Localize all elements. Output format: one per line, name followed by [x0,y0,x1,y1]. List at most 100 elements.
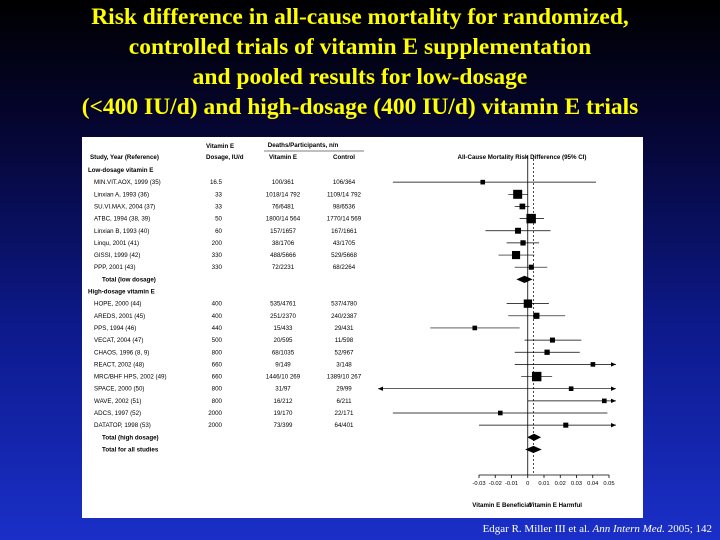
point-estimate [528,264,534,270]
total-label: Total (high dosage) [102,434,159,441]
ci-arrow-right [611,422,616,428]
study-label: WAVE, 2002 (51) [94,398,141,405]
forest-plot-panel: Study, Year (Reference) Vitamin E Dosage… [82,137,643,518]
ci-arrow-right [611,386,616,391]
x-axis: -0.03 -0.02 -0.01 0 0.01 0.02 0.03 0.04 0.05 [472,474,615,487]
control-deaths: 22/171 [335,410,354,417]
vitamin-e-deaths: 488/5666 [270,252,296,259]
control-deaths: 6/211 [336,398,352,405]
vitamin-e-deaths: 16/212 [274,398,293,405]
citation-journal: Ann Intern Med. [592,523,665,535]
x-tick-label: -0.01 [505,481,518,487]
point-estimate [549,337,555,343]
study-label: ATBC, 1994 (38, 39) [94,216,150,223]
x-tick-label: -0.02 [489,481,502,487]
point-estimate [515,227,521,234]
group-label: Low-dosage vitamin E [88,167,153,174]
group-row: Low-dosage vitamin E [88,167,153,174]
study-label: Linqu, 2001 (41) [94,240,139,247]
vitamin-e-deaths: 19/170 [274,410,293,417]
vitamin-e-deaths: 251/2370 [270,313,296,320]
point-estimate [511,250,521,260]
dose-value: 50 [215,216,222,223]
study-label: PPP, 2001 (43) [94,264,136,271]
control-deaths: 29/99 [336,386,352,393]
total-row: Total (high dosage) [102,433,542,441]
pooled-diamond [525,445,542,454]
vitamin-e-deaths: 100/361 [272,179,295,186]
dose-value: 16.5 [210,179,223,186]
study-row: MIN.VIT.AOX, 1999 (35) 16.5 100/361 106/364 [94,179,596,186]
group-row: High-dosage vitamin E [88,289,155,296]
direction-label-beneficial: Vitamin E Beneficial [472,502,531,509]
control-deaths: 167/1661 [331,228,357,235]
title-line-4: (<400 IU/d) and high-dosage (400 IU/d) v… [81,94,639,120]
vitamin-e-deaths: 1018/14 792 [266,191,301,198]
x-tick-label: 0.05 [603,481,614,487]
vitamin-e-deaths: 1446/10 269 [266,374,301,381]
control-deaths: 529/5668 [331,252,357,259]
study-row: WAVE, 2002 (51) 800 16/212 6/211 [94,398,616,405]
dose-value: 60 [215,228,222,235]
x-tick-label: 0.02 [555,481,566,487]
x-tick-label: 0.01 [538,481,549,487]
study-label: AREDS, 2001 (45) [94,313,145,320]
study-row: REACT, 2002 (48) 660 9/149 3/148 [94,361,616,368]
study-label: VECAT, 2004 (47) [94,337,143,344]
direction-label-harmful: Vitamin E Harmful [529,502,582,509]
study-label: SU.VI.MAX, 2004 (37) [94,203,155,210]
forest-plot: Study, Year (Reference) Vitamin E Dosage… [88,142,616,509]
study-label: REACT, 2002 (48) [94,361,144,368]
study-row: ATBC, 1994 (38, 39) 50 1800/14 564 1770/14 … [94,213,544,224]
title-line-1: Risk difference in all-cause mortality f… [91,4,629,30]
study-row: SPACE, 2000 (50) 800 31/97 29/99 [94,386,616,393]
study-row: Linqu, 2001 (41) 200 38/1706 43/1705 [94,240,540,247]
study-row: CHAOS, 1996 (8, 9) 800 68/1035 52/967 [94,349,580,356]
pooled-diamond [527,433,542,441]
control-deaths: 11/598 [335,337,354,344]
x-tick-label: 0.04 [587,481,599,487]
vitamin-e-deaths: 15/433 [274,325,293,332]
control-deaths: 240/2387 [331,313,357,320]
ci-arrow-left [378,386,383,391]
ci-arrow-right [611,398,616,404]
control-deaths: 1109/14 792 [327,191,362,198]
header-dosage: Dosage, IU/d [206,154,244,161]
pooled-diamond [516,275,533,283]
study-label: MRC/BHF HPS, 2002 (49) [94,374,167,381]
point-estimate [480,179,486,185]
header-effect: All-Cause Mortality Risk Difference (95%… [458,154,587,161]
header-dosage-top: Vitamin E [206,143,234,150]
dose-value: 33 [215,191,222,198]
vitamin-e-deaths: 72/2231 [272,264,295,271]
header-control: Control [333,154,355,161]
study-label: GISSI, 1999 (42) [94,252,140,259]
study-row: Linxian B, 1993 (40) 60 157/1657 167/1661 [94,228,551,235]
ci-arrow-right [611,362,616,367]
citation-authors: Edgar R. Miller III et al. [482,523,590,535]
dose-value: 2000 [208,410,222,417]
dose-value: 200 [212,240,223,247]
point-estimate [563,422,569,428]
dose-value: 400 [212,301,223,308]
control-deaths: 1770/14 569 [327,216,362,223]
study-row: AREDS, 2001 (45) 400 251/2370 240/2387 [94,312,566,320]
header-deaths: Deaths/Participants, n/n [268,142,339,149]
point-estimate [544,349,550,355]
point-estimate [568,386,574,391]
control-deaths: 64/401 [335,422,354,429]
study-row: Linxian A, 1993 (36) 33 1018/14 792 1109/14… [94,189,528,199]
header-study: Study, Year (Reference) [90,154,159,161]
study-row: GISSI, 1999 (42) 330 488/5666 529/5668 [94,250,535,260]
total-row: Total for all studies [102,445,542,454]
title-line-3: and pooled results for low-dosage [192,64,528,90]
study-label: SPACE, 2000 (50) [94,386,144,393]
dose-value: 500 [212,337,223,344]
control-deaths: 52/967 [335,349,354,356]
control-deaths: 106/364 [333,179,356,186]
dose-value: 800 [212,349,223,356]
vitamin-e-deaths: 68/1035 [272,349,295,356]
dose-value: 2000 [208,422,222,429]
vitamin-e-deaths: 9/149 [275,361,291,368]
study-label: PPS, 1994 (46) [94,325,136,332]
